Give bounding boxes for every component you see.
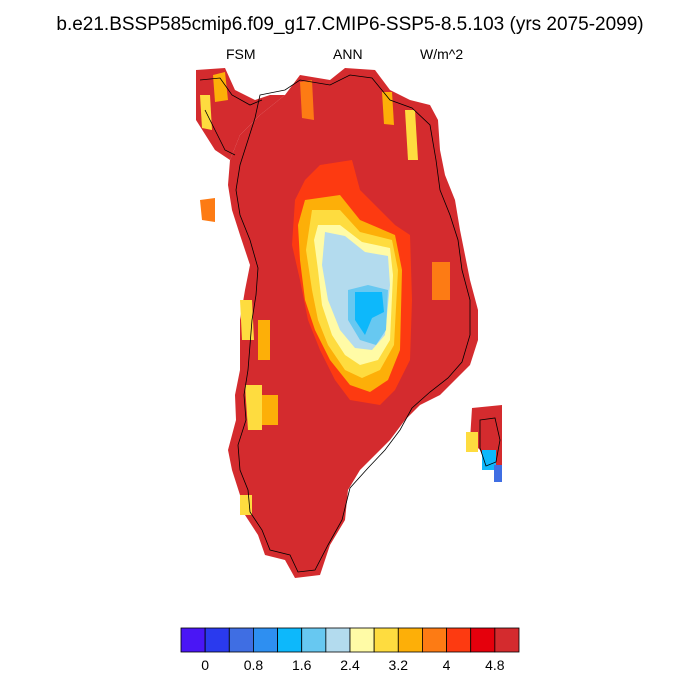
island-coastline: [479, 417, 501, 467]
colorbar-swatch: [228, 627, 254, 653]
period-label: ANN: [333, 46, 363, 62]
colorbar-swatch: [204, 627, 230, 653]
coastline: [235, 74, 471, 573]
variable-label: FSM: [226, 46, 256, 62]
sw-coast-orange: [262, 395, 278, 425]
units-label: W/m^2: [420, 46, 464, 62]
colorbar-swatch: [494, 627, 520, 653]
colorbar-swatch: [349, 627, 375, 653]
colorbar-swatch: [397, 627, 423, 653]
colorbar-tick-label: 0: [201, 657, 210, 673]
colorbar-tick-label: 3.2: [388, 657, 409, 673]
colorbar-swatch: [373, 627, 399, 653]
nw-coastline: [199, 77, 263, 156]
colorbar-tick-label: 0.8: [243, 657, 264, 673]
colorbar-swatch: [301, 627, 327, 653]
colorbar-swatch: [180, 627, 206, 653]
colorbar-swatch: [422, 627, 447, 653]
map-title: b.e21.BSSP585cmip6.f09_g17.CMIP6-SSP5-8.…: [56, 14, 644, 35]
interior-blue: [355, 292, 384, 335]
colorbar-swatch: [253, 627, 278, 653]
west-coast-yellow-1: [240, 300, 254, 340]
west-coast-orange-2: [258, 320, 270, 360]
colorbar-tick-label: 1.6: [291, 657, 312, 673]
colorbar-swatch: [470, 627, 496, 653]
colorbar-swatch: [325, 627, 351, 653]
north-coast-orange: [300, 80, 314, 120]
nw-coast-orange: [213, 72, 228, 102]
colorbar-swatch: [446, 627, 472, 653]
colorbar-tick-label: 2.4: [340, 657, 360, 673]
east-island-deepblue: [494, 465, 502, 482]
colorbar-tick-label: 4.8: [485, 657, 505, 673]
colorbar-swatch: [277, 627, 303, 653]
east-coast-orange: [432, 262, 450, 300]
west-coast-orange-1: [200, 198, 215, 222]
east-island-yellow: [466, 432, 478, 452]
ne-coast-yellow: [405, 110, 418, 160]
sw-coast-yellow: [245, 385, 262, 430]
colorbar-tick-label: 4: [442, 657, 451, 673]
